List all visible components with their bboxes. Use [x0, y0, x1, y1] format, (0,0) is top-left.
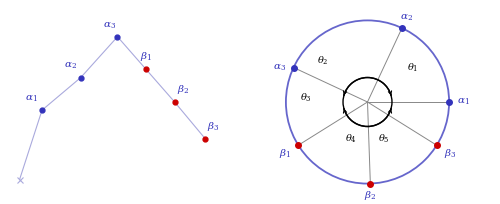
Text: $\alpha_{3}$: $\alpha_{3}$ [273, 62, 286, 73]
Text: $\alpha_{2}$: $\alpha_{2}$ [400, 13, 412, 23]
Text: $\beta_{2}$: $\beta_{2}$ [364, 189, 376, 202]
Text: $\theta_{1}$: $\theta_{1}$ [406, 61, 418, 74]
Text: $\alpha_{2}$: $\alpha_{2}$ [64, 61, 77, 71]
Text: $\alpha_{1}$: $\alpha_{1}$ [457, 97, 469, 107]
Text: $\beta_{1}$: $\beta_{1}$ [140, 50, 152, 63]
Text: $\alpha_{1}$: $\alpha_{1}$ [26, 94, 38, 104]
Text: $\theta_{3}$: $\theta_{3}$ [300, 92, 312, 104]
Text: $\beta_{1}$: $\beta_{1}$ [279, 147, 291, 160]
Text: $\alpha_{3}$: $\alpha_{3}$ [103, 20, 116, 31]
Text: $\theta_{5}$: $\theta_{5}$ [378, 132, 390, 145]
Text: $\theta_{2}$: $\theta_{2}$ [317, 55, 328, 68]
Text: $\beta_{3}$: $\beta_{3}$ [444, 147, 456, 160]
Text: $\beta_{3}$: $\beta_{3}$ [207, 120, 220, 133]
Text: $\theta_{4}$: $\theta_{4}$ [345, 132, 357, 145]
Text: $\beta_{2}$: $\beta_{2}$ [176, 83, 189, 96]
